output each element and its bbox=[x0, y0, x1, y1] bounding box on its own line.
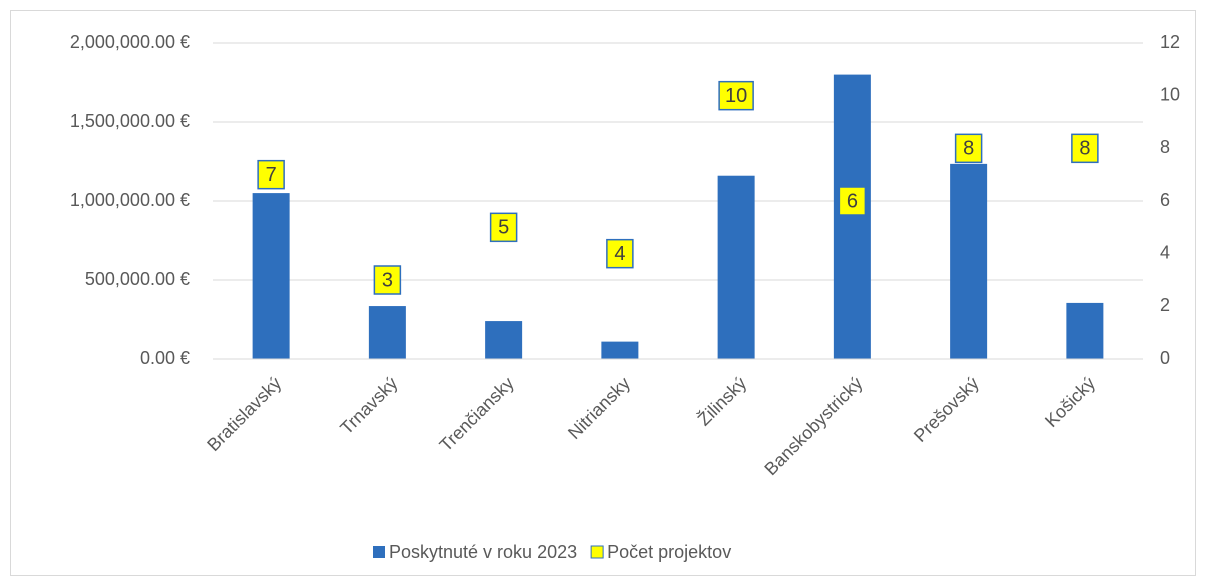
marker-label-box bbox=[489, 212, 518, 243]
marker-label-box bbox=[718, 80, 754, 111]
data-label: 3 bbox=[382, 269, 393, 291]
y-tick-label: 0.00 € bbox=[140, 348, 190, 368]
y2-tick-label: 8 bbox=[1160, 137, 1170, 157]
legend-swatch bbox=[373, 546, 385, 558]
legend-label: Poskytnuté v roku 2023 bbox=[389, 542, 577, 562]
y2-tick-label: 4 bbox=[1160, 242, 1170, 262]
y2-tick-label: 10 bbox=[1160, 84, 1180, 104]
legend-swatch bbox=[590, 545, 604, 559]
bar bbox=[950, 163, 988, 359]
marker-label-box bbox=[257, 159, 285, 190]
y-tick-label: 2,000,000.00 € bbox=[70, 32, 190, 52]
marker-label-box bbox=[373, 265, 402, 295]
y2-tick-label: 12 bbox=[1160, 32, 1180, 52]
data-label: 6 bbox=[847, 190, 858, 212]
data-label: 5 bbox=[498, 217, 509, 239]
data-label: 8 bbox=[1079, 138, 1090, 160]
bar bbox=[601, 341, 639, 359]
chart-frame bbox=[10, 10, 1196, 576]
y2-tick-label: 2 bbox=[1160, 295, 1170, 315]
y2-tick-label: 6 bbox=[1160, 190, 1170, 210]
marker-label-box bbox=[838, 186, 867, 216]
data-label: 8 bbox=[963, 138, 974, 160]
data-label: 7 bbox=[266, 164, 277, 186]
bar bbox=[717, 175, 755, 359]
y-tick-label: 1,500,000.00 € bbox=[70, 111, 190, 131]
data-label: 10 bbox=[725, 85, 747, 107]
y-tick-label: 500,000.00 € bbox=[85, 269, 190, 289]
bar bbox=[485, 321, 523, 359]
y2-tick-label: 0 bbox=[1160, 348, 1170, 368]
marker-label-box bbox=[1071, 133, 1099, 164]
marker-label-box bbox=[954, 133, 983, 164]
y-tick-label: 1,000,000.00 € bbox=[70, 190, 190, 210]
data-label: 4 bbox=[614, 243, 625, 265]
bar bbox=[368, 306, 406, 359]
bar bbox=[252, 193, 290, 359]
bar bbox=[833, 74, 871, 359]
bar bbox=[1066, 302, 1104, 359]
legend-label: Počet projektov bbox=[607, 542, 731, 562]
marker-label-box bbox=[606, 238, 634, 269]
